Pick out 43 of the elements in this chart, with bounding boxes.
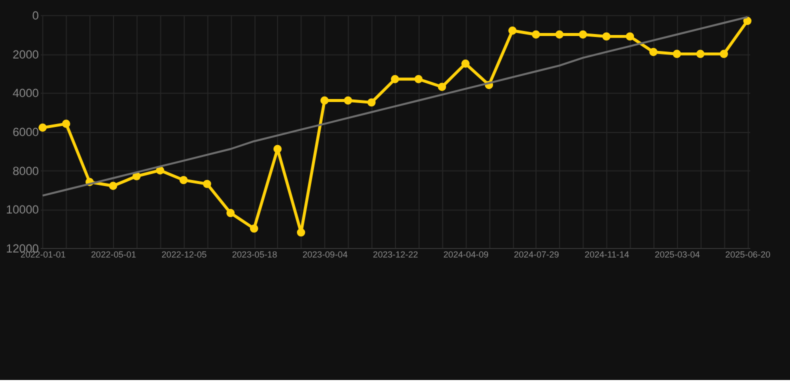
point — [720, 50, 728, 58]
point — [296, 228, 306, 237]
x-tick-label: 2023-09-04 — [302, 249, 348, 260]
point — [532, 30, 540, 39]
point — [109, 182, 118, 190]
x-tick-label: 2023-12-22 — [372, 249, 418, 260]
point — [743, 16, 752, 26]
point — [38, 124, 47, 132]
point — [461, 60, 470, 68]
point — [344, 96, 352, 105]
point — [438, 82, 446, 92]
point — [602, 32, 611, 41]
x-tick-label: 2023-05-18 — [232, 249, 278, 260]
x-tick-label: 2025-06-20 — [725, 249, 771, 260]
point — [390, 75, 400, 84]
point — [320, 96, 329, 105]
x-tick-label: 2025-03-04 — [654, 249, 700, 260]
x-tick-label: 2022-05-01 — [91, 249, 136, 260]
point — [649, 48, 658, 56]
x-tick-label: 2024-07-29 — [514, 249, 560, 260]
point — [555, 30, 564, 39]
point — [226, 208, 235, 218]
point — [578, 30, 588, 39]
point — [202, 180, 212, 188]
x-tick-label: 2022-12-05 — [161, 249, 207, 260]
y-tick-label: 4000 — [12, 87, 40, 100]
y-tick-label: 0 — [32, 10, 40, 23]
y-tick-label: 8000 — [12, 164, 40, 178]
point — [250, 224, 258, 233]
y-tick-label: 2000 — [12, 48, 40, 62]
point — [179, 176, 188, 184]
x-tick-label: 2024-04-09 — [443, 249, 489, 260]
point — [273, 144, 282, 154]
y-tick-label: 6000 — [12, 126, 40, 139]
x-tick-label: 2024-11-14 — [584, 249, 630, 260]
point — [414, 75, 423, 84]
point — [672, 50, 681, 58]
y-tick-label: 10000 — [6, 204, 40, 217]
point — [626, 32, 634, 41]
point — [508, 26, 517, 35]
point — [696, 50, 704, 58]
point — [367, 98, 376, 107]
point — [62, 120, 70, 128]
